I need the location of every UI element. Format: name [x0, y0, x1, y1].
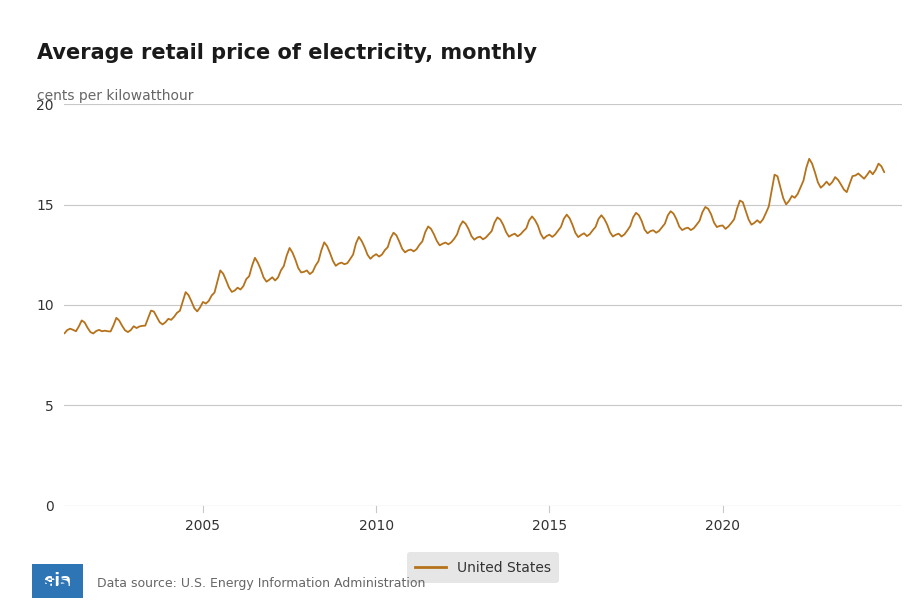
Legend: United States: United States [406, 552, 559, 583]
Text: eia: eia [37, 576, 70, 595]
Text: cents per kilowatthour: cents per kilowatthour [37, 89, 193, 103]
Text: Data source: U.S. Energy Information Administration: Data source: U.S. Energy Information Adm… [96, 577, 425, 590]
Text: eia: eia [43, 572, 72, 590]
Text: Average retail price of electricity, monthly: Average retail price of electricity, mon… [37, 43, 536, 63]
